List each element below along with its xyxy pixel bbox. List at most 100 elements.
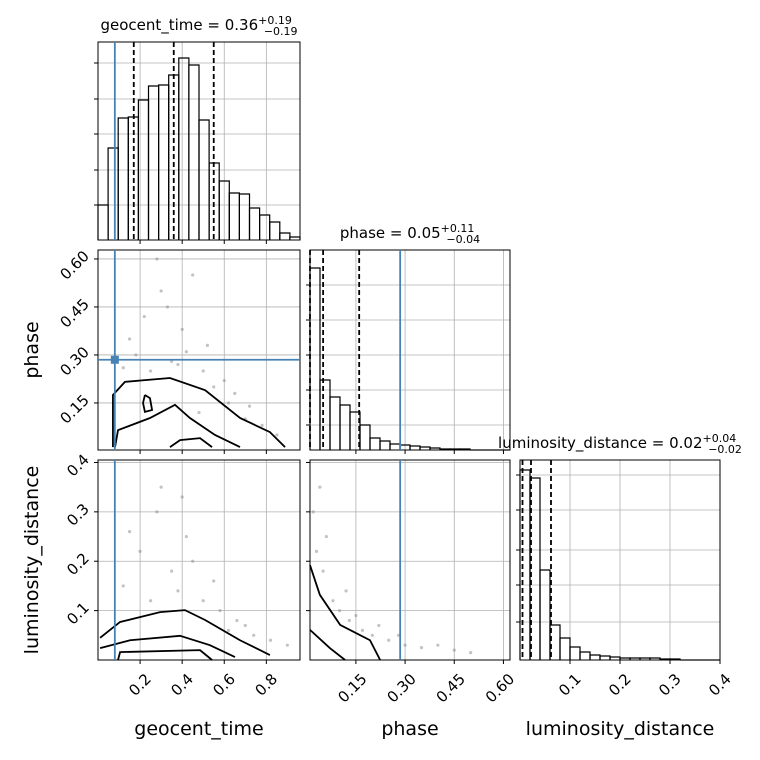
panel-title: geocent_time = 0.36+0.19 −0.19: [100, 14, 297, 38]
scatter-point: [184, 534, 188, 539]
scatter-point: [142, 314, 146, 319]
histogram-bin: [539, 569, 551, 660]
histogram-bin: [238, 193, 251, 240]
x-tick-label: 0.1: [555, 670, 585, 700]
truth-marker: [110, 355, 119, 364]
scatter-point: [159, 485, 163, 489]
scatter-point: [184, 350, 188, 354]
histogram-bin: [319, 379, 331, 450]
x-tick-label: 0.2: [605, 670, 635, 700]
scatter-point: [222, 378, 226, 383]
scatter-point: [180, 327, 184, 331]
scatter-point: [337, 609, 342, 613]
title-text: phase = 0.05: [340, 224, 441, 242]
contour: [142, 394, 154, 414]
scatter-point: [165, 305, 170, 309]
scatter-point: [252, 633, 256, 637]
scatter-point: [218, 609, 222, 613]
histogram-bin: [269, 221, 281, 240]
histogram-bin: [97, 204, 109, 240]
x-tick-label: 0.30: [383, 670, 419, 706]
scatter-point: [360, 628, 365, 632]
scatter-point: [159, 289, 163, 293]
title-sup: +0.04: [703, 432, 737, 445]
scatter-point: [205, 343, 210, 347]
y-tick-label: 0.60: [56, 247, 92, 283]
x-axis-label: luminosity_distance: [526, 718, 715, 740]
contour: [117, 649, 213, 661]
x-tick-label: 0.4: [705, 670, 735, 700]
y-tick-label: 0.15: [56, 391, 92, 427]
x-tick-label: 0.60: [482, 670, 518, 706]
contour: [309, 564, 381, 661]
histogram-bin: [409, 445, 421, 450]
scatter-point: [176, 362, 180, 367]
scatter-point: [201, 369, 205, 373]
x-axis-label: phase: [381, 718, 438, 740]
histogram-bin: [589, 654, 601, 660]
x-tick-label: 0.3: [655, 670, 685, 700]
scatter-point: [226, 628, 231, 632]
histogram-bin: [248, 207, 261, 240]
histogram-bin: [309, 267, 321, 450]
contour: [99, 634, 236, 658]
title-text: luminosity_distance = 0.02: [498, 434, 702, 453]
scatter-point: [285, 643, 289, 647]
y-tick-label: 0.1: [63, 599, 93, 629]
scatter-point: [268, 638, 273, 642]
title-sub: −0.19: [264, 25, 298, 38]
scatter-point: [127, 530, 132, 534]
y-tick-label: 0.3: [63, 500, 93, 530]
y-tick-label: 0.2: [63, 549, 93, 579]
scatter-point: [354, 613, 358, 618]
title-sup: +0.11: [441, 222, 475, 235]
scatter-point: [170, 569, 174, 573]
histogram-bin: [107, 147, 119, 240]
histogram-bin: [228, 192, 240, 240]
scatter-point: [469, 650, 473, 655]
histogram-bin: [158, 84, 170, 240]
scatter-point: [180, 495, 184, 499]
scatter-point: [243, 623, 247, 628]
y-tick-label: 0.4: [63, 451, 93, 481]
histogram-bin: [579, 651, 591, 660]
histogram-bin: [379, 440, 391, 450]
scatter-point: [419, 646, 424, 650]
scatter-point: [324, 534, 328, 539]
scatter-point: [191, 559, 195, 563]
y-axis-label: luminosity_distance: [21, 466, 43, 655]
scatter-point: [121, 366, 125, 370]
contour: [99, 609, 271, 656]
y-tick-label: 0.45: [56, 295, 92, 331]
scatter-point: [403, 643, 407, 647]
histogram-bin: [178, 57, 190, 240]
scatter-point: [134, 353, 138, 357]
histogram-bin: [188, 64, 200, 240]
histogram-bin: [147, 85, 160, 240]
panel-frame: [97, 249, 301, 451]
scatter-point: [311, 510, 315, 514]
scatter-point: [201, 599, 205, 603]
histogram-bin: [569, 646, 581, 660]
scatter-point: [155, 510, 159, 514]
title-text: geocent_time = 0.36: [100, 16, 258, 35]
x-axis-label: geocent_time: [134, 718, 263, 740]
title-sub: −0.02: [708, 443, 742, 456]
histogram-bin: [198, 119, 210, 240]
scatter-point: [275, 433, 279, 437]
scatter-point: [226, 401, 231, 405]
scatter-point: [197, 410, 201, 415]
scatter-point: [377, 623, 381, 628]
x-tick-label: 0.6: [209, 670, 239, 700]
histogram-bin: [559, 637, 571, 660]
scatter-point: [212, 385, 216, 389]
title-sub: −0.04: [446, 233, 480, 246]
contour: [114, 403, 241, 448]
histogram-bin: [599, 655, 611, 660]
x-tick-label: 0.8: [251, 670, 281, 700]
scatter-point: [452, 648, 456, 652]
scatter-point: [247, 404, 252, 408]
scatter-point: [191, 273, 195, 277]
histogram-bin: [359, 424, 371, 450]
